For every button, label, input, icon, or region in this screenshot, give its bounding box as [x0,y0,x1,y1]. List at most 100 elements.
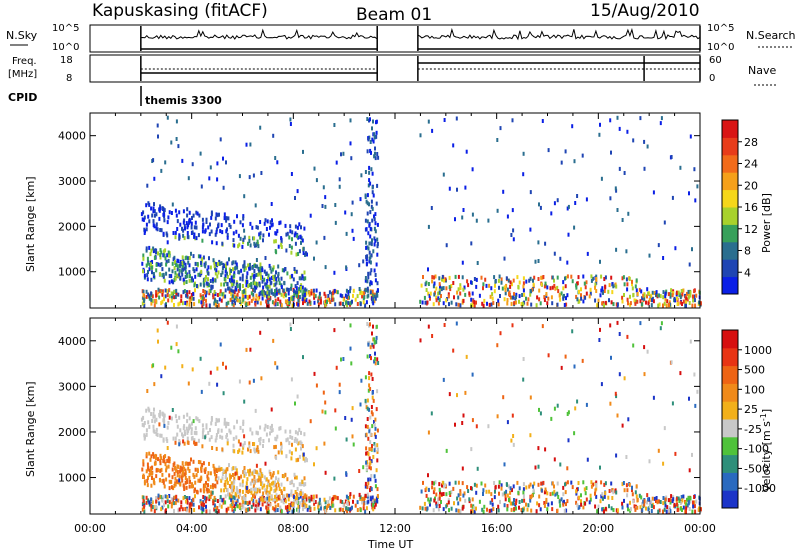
range-cell [252,498,255,503]
range-cell [194,426,197,431]
range-cell [622,481,625,485]
range-cell [192,484,194,489]
range-cell [171,202,174,207]
range-cell [236,265,239,270]
nave-tick-top: 60 [709,55,722,66]
range-cell [272,471,275,476]
range-cell [625,277,628,282]
range-cell [292,483,295,488]
range-cell [329,299,332,304]
range-cell [200,475,203,480]
range-cell [302,294,305,299]
range-cell [150,507,153,512]
range-cell [296,394,299,399]
range-cell [689,290,692,295]
range-cell [375,262,378,267]
range-cell [440,286,443,291]
range-cell [253,474,256,479]
range-cell [377,361,380,365]
range-cell [142,289,145,294]
range-cell [288,301,291,306]
range-cell [573,225,576,230]
range-cell [213,469,216,474]
noise-left-label: N.Sky [6,29,38,42]
range-cell [448,481,451,486]
range-cell [492,507,495,511]
range-cell [432,490,435,495]
range-cell [471,167,474,172]
range-cell [463,285,466,290]
range-cell [274,436,277,441]
range-cell [280,448,283,453]
range-cell [182,426,185,431]
range-cell [302,290,305,294]
range-cell [433,487,436,492]
range-cell [146,273,149,278]
range-cell [248,235,251,240]
range-cell [663,301,666,306]
range-cell [271,423,273,428]
range-cell [172,280,175,285]
range-cell [461,481,464,486]
range-cell [153,429,156,434]
range-cell [448,186,451,191]
range-cell [182,277,185,282]
range-cell [473,509,476,514]
range-cell [161,411,164,416]
range-cell [270,269,273,274]
range-cell [182,414,185,419]
range-cell [155,499,158,504]
range-cell [276,508,279,512]
range-cell [461,260,464,265]
range-cell [592,276,594,281]
range-cell [432,302,435,307]
range-cell [233,500,236,505]
range-cell [147,498,150,503]
range-cell [200,260,202,265]
range-cell [172,436,175,441]
range-cell [301,297,304,302]
range-cell [188,256,191,260]
range-cell [213,503,216,508]
range-cell [626,297,629,302]
range-cell [545,497,548,502]
range-cell [450,284,453,288]
range-cell [625,249,628,254]
range-cell [462,504,465,509]
range-cell [174,476,177,481]
range-cell [349,323,352,328]
range-cell [682,299,685,304]
range-cell [312,494,315,499]
range-cell [260,482,262,486]
range-cell [244,266,247,271]
range-cell [271,506,274,511]
range-cell [215,435,218,440]
range-cell [303,482,306,487]
range-cell [623,488,626,493]
range-cell [687,295,690,300]
range-cell [429,497,432,502]
range-cell [185,508,188,513]
y-tick-label: 4000 [58,130,86,143]
range-cell [374,273,377,277]
range-cell [192,254,195,259]
range-cell [373,422,376,427]
range-cell [178,236,181,241]
range-cell [680,495,683,499]
range-cell [623,498,625,503]
range-cell [323,235,326,240]
range-cell [665,509,668,514]
range-cell [595,483,598,488]
range-cell [219,289,222,294]
range-cell [293,289,295,294]
range-cell [290,451,293,456]
range-cell [274,499,277,504]
range-cell [209,222,211,227]
range-cell [296,486,299,491]
range-cell [475,300,477,305]
range-cell [201,217,204,222]
range-cell [694,303,697,308]
range-cell [610,506,613,511]
range-cell [688,262,691,267]
range-cell [300,225,302,230]
